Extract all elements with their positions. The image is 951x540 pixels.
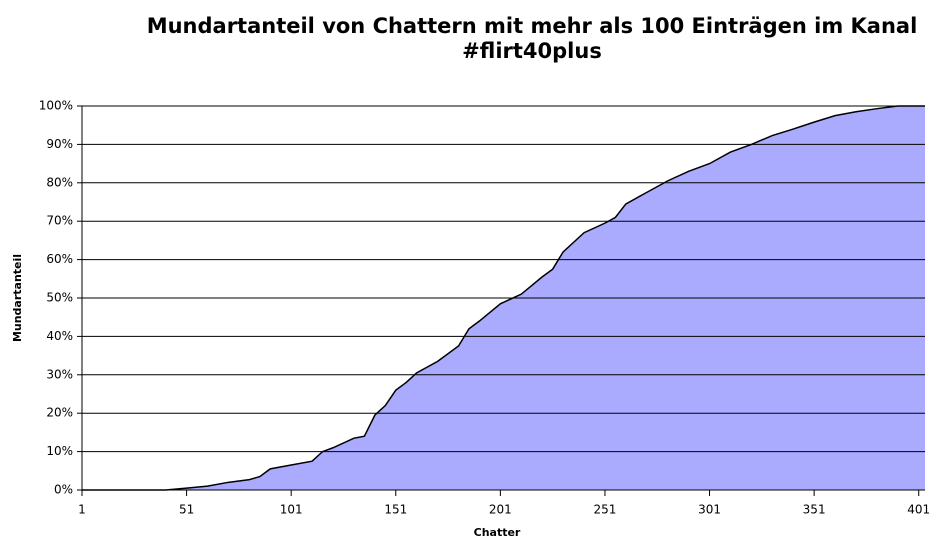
x-axis-label: Chatter [474,526,521,539]
x-tick-label: 51 [179,503,194,517]
y-tick-label: 90% [46,137,73,151]
x-tick-label: 101 [280,503,303,517]
area-fill [82,106,925,490]
y-axis-label: Mundartanteil [11,254,24,342]
x-tick-label: 1 [78,503,86,517]
x-tick-label: 251 [593,503,616,517]
x-tick-label: 401 [907,503,930,517]
y-tick-label: 0% [54,483,73,497]
x-tick-label: 301 [698,503,721,517]
y-tick-label: 10% [46,444,73,458]
y-tick-label: 20% [46,406,73,420]
x-tick-label: 151 [384,503,407,517]
y-tick-label: 50% [46,291,73,305]
y-tick-label: 40% [46,329,73,343]
y-tick-label: 80% [46,175,73,189]
area-line [82,105,925,491]
x-tick-label: 351 [803,503,826,517]
y-tick-label: 100% [39,99,73,113]
x-tick-label: 201 [489,503,512,517]
y-tick-label: 70% [46,214,73,228]
chart-title: Mundartanteil von Chattern mit mehr als … [146,14,918,63]
y-tick-label: 60% [46,252,73,266]
y-tick-label: 30% [46,367,73,381]
